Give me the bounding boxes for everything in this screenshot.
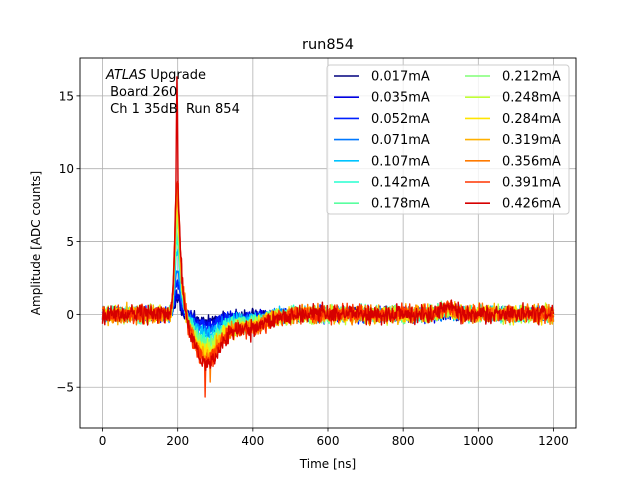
y-tick-label: 10 (59, 162, 74, 176)
legend-label: 0.426mA (502, 197, 561, 212)
x-tick-label: 1200 (538, 434, 569, 448)
x-tick-label: 600 (317, 434, 340, 448)
y-tick-label: 0 (66, 308, 74, 322)
series-line-0.426mA (101, 76, 555, 371)
x-tick-label: 800 (392, 434, 415, 448)
y-tick-label: 5 (66, 235, 74, 249)
y-tick-label: −5 (56, 381, 74, 395)
annotation-atlas: ATLAS (105, 68, 146, 83)
annotation-line-3: Ch 1 35dB Run 854 (106, 102, 240, 117)
legend-label: 0.284mA (502, 112, 561, 127)
legend-label: 0.142mA (371, 176, 430, 191)
legend-label: 0.212mA (502, 70, 561, 85)
legend: 0.017mA 0.035mA 0.052mA 0.071mA 0.107mA 0.142… (326, 64, 570, 215)
annotation-line-1: ATLAS Upgrade (105, 68, 206, 83)
legend-label: 0.017mA (371, 70, 430, 85)
legend-label: 0.071mA (371, 133, 430, 148)
legend-label: 0.248mA (502, 91, 561, 106)
legend-label: 0.052mA (371, 112, 430, 127)
legend-label: 0.319mA (502, 133, 561, 148)
annotation-line-2: Board 260 (106, 85, 177, 100)
x-tick-label: 0 (99, 434, 107, 448)
y-tick-label: 15 (59, 89, 74, 103)
legend-label: 0.391mA (502, 176, 561, 191)
legend-label: 0.035mA (371, 91, 430, 106)
series-layer (101, 76, 555, 398)
legend-label: 0.178mA (371, 197, 430, 212)
legend-label: 0.356mA (502, 154, 561, 169)
x-tick-label: 1000 (463, 434, 494, 448)
ticks: 0 200 400 600 800 1000 1200 −5 0 5 10 15 (56, 89, 568, 448)
atlas-annotation: ATLAS Upgrade Board 260 Ch 1 35dB Run 85… (105, 68, 240, 117)
x-tick-label: 400 (241, 434, 264, 448)
annotation-upgrade: Upgrade (146, 68, 206, 83)
chart-title: run854 (302, 37, 354, 53)
legend-box (326, 64, 570, 215)
legend-label: 0.107mA (371, 154, 430, 169)
x-axis-label: Time [ns] (299, 457, 356, 471)
y-axis-label: Amplitude [ADC counts] (29, 171, 43, 315)
x-tick-label: 200 (166, 434, 189, 448)
